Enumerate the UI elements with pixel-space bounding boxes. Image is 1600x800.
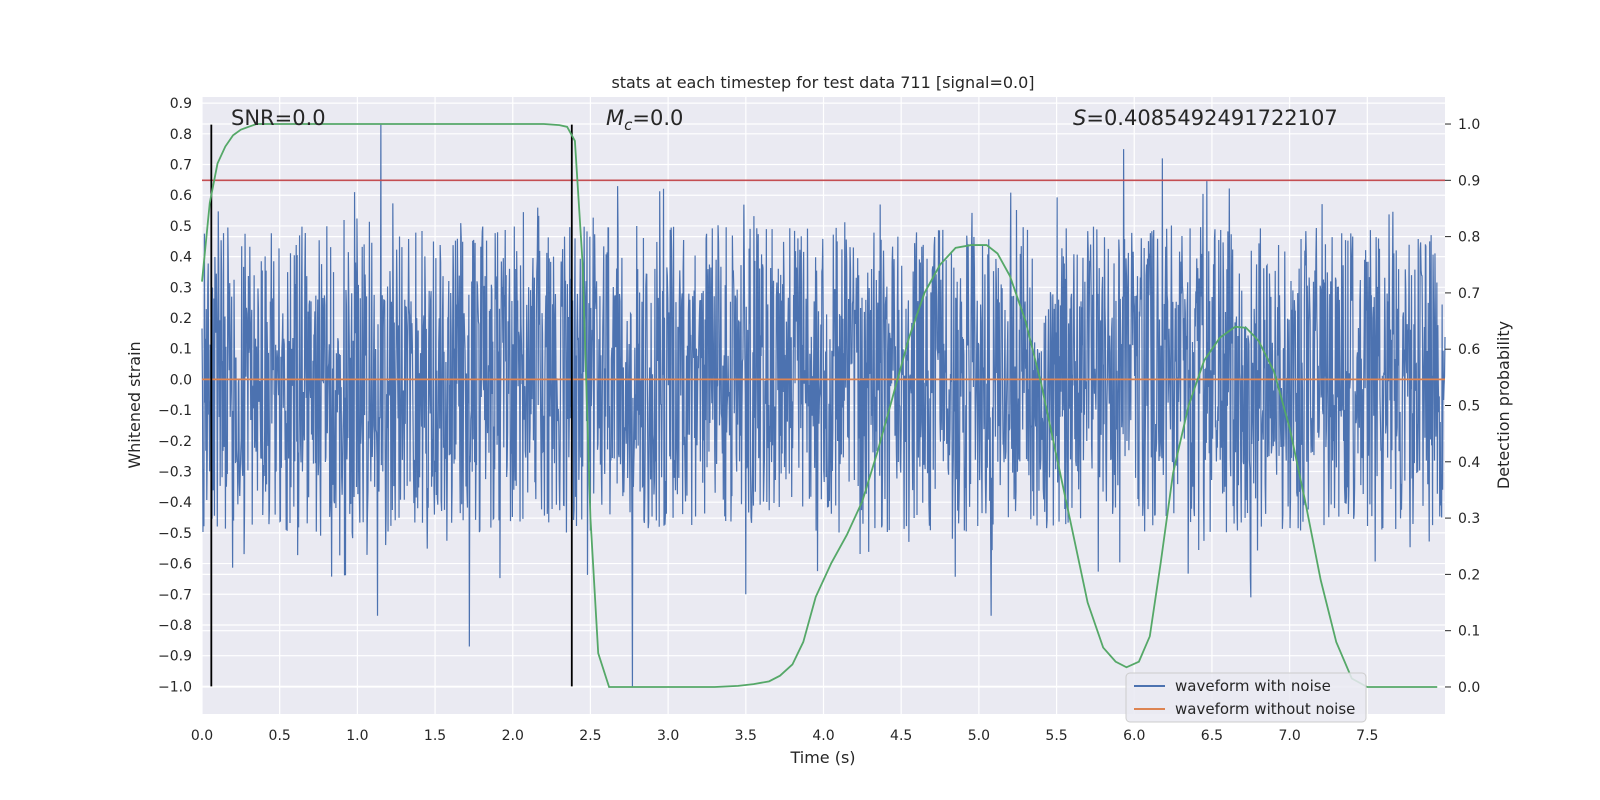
s-symbol: S [1073,106,1086,130]
y-axis-label: Whitened strain [125,341,144,468]
x-tick-label: 3.5 [735,728,757,744]
x-tick-label: 0.5 [269,728,291,744]
x-tick-label: 7.5 [1356,728,1378,744]
snr-prefix: SNR= [231,106,292,130]
y-tick-label: 0.0 [170,372,192,388]
y-tick-label: −0.1 [158,403,192,419]
y-right-tick-label: 0.3 [1458,511,1480,527]
x-tick-label: 6.0 [1123,728,1145,744]
chirp-mass-subscript: c [624,116,633,134]
y-right-tick-label: 1.0 [1458,117,1480,133]
y-tick-label: −0.4 [158,495,192,511]
y-tick-label: 0.7 [170,158,192,174]
s-value: =0.4085492491722107 [1086,106,1337,130]
x-axis-ticks: 0.0 0.5 1.0 1.5 2.0 2.5 3.0 3.5 4.0 4.5 5.0 5.5 6.0 6… [191,728,1379,744]
series-waveform-with-noise [201,124,1446,687]
x-tick-label: 2.0 [502,728,524,744]
y-right-tick-label: 0.8 [1458,230,1480,246]
x-tick-label: 4.0 [812,728,834,744]
x-tick-label: 5.0 [968,728,990,744]
y-tick-label: −0.5 [158,526,192,542]
y-tick-label: 0.5 [170,219,192,235]
y-right-tick-label: 0.4 [1458,455,1480,471]
legend-label-clean: waveform without noise [1175,700,1355,718]
y-right-axis-label: Detection probability [1494,321,1513,489]
probability-line [201,123,1438,688]
y-tick-label: −0.6 [158,557,192,573]
legend: waveform with noise waveform without noi… [1125,672,1367,723]
chirp-mass-value: =0.0 [632,106,683,130]
y-tick-label: −0.8 [158,618,192,634]
y-right-tick-label: 0.6 [1458,342,1480,358]
y-tick-label: 0.3 [170,280,192,296]
x-tick-label: 1.0 [346,728,368,744]
y-right-axis-ticks: 1.0 0.9 0.8 0.7 0.6 0.5 0.4 0.3 0.2 0.1 0.0 [1445,117,1480,696]
snr-annotation: SNR=0.0 [231,106,326,130]
y-tick-label: −1.0 [158,679,192,695]
y-tick-label: −0.9 [158,649,192,665]
y-tick-label: 0.1 [170,342,192,358]
noise-waveform-line [201,124,1446,687]
y-right-tick-label: 0.1 [1458,624,1480,640]
chart-title: stats at each timestep for test data 711… [611,73,1034,92]
x-tick-label: 7.0 [1278,728,1300,744]
legend-box [1125,672,1367,723]
chirp-mass-symbol: M [606,106,624,130]
x-tick-label: 6.5 [1201,728,1223,744]
y-tick-label: −0.3 [158,464,192,480]
y-tick-label: 0.9 [170,96,192,112]
s-annotation: S=0.4085492491722107 [1073,106,1338,130]
y-tick-label: 0.4 [170,250,192,266]
y-right-tick-label: 0.0 [1458,680,1480,696]
y-right-tick-label: 0.9 [1458,173,1480,189]
y-right-tick-label: 0.7 [1458,286,1480,302]
x-axis-label: Time (s) [789,748,855,767]
legend-label-noise: waveform with noise [1175,677,1331,695]
y-axis-ticks: 0.9 0.8 0.7 0.6 0.5 0.4 0.3 0.2 0.1 0.0 −0.1 −0.2 −0… [158,96,192,695]
chirp-mass-annotation: Mc=0.0 [606,106,683,134]
y-tick-label: 0.2 [170,311,192,327]
x-tick-label: 4.5 [890,728,912,744]
y-right-tick-label: 0.2 [1458,567,1480,583]
y-tick-label: 0.8 [170,127,192,143]
y-tick-label: −0.2 [158,434,192,450]
y-right-tick-label: 0.5 [1458,399,1480,415]
series-detection-probability [201,123,1438,688]
x-tick-label: 2.5 [579,728,601,744]
x-tick-label: 3.0 [657,728,679,744]
x-tick-label: 0.0 [191,728,213,744]
x-tick-label: 5.5 [1045,728,1067,744]
merger-markers [210,124,573,687]
y-tick-label: −0.7 [158,587,192,603]
y-tick-label: 0.6 [170,188,192,204]
snr-value: 0.0 [292,106,325,130]
x-tick-label: 1.5 [424,728,446,744]
